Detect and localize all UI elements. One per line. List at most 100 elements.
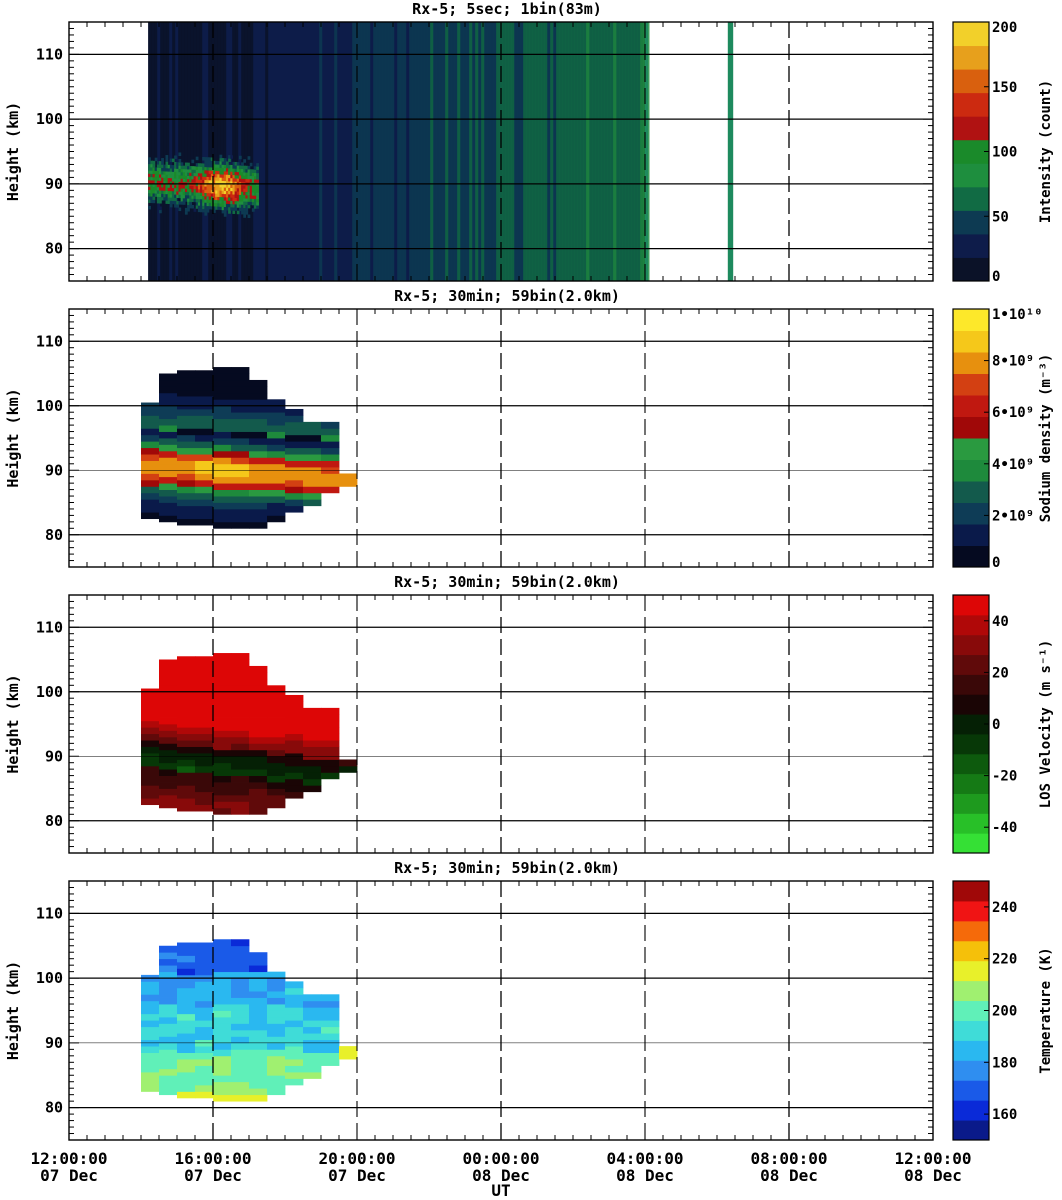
data-column bbox=[285, 981, 304, 1086]
colorbar-segment bbox=[953, 634, 989, 656]
data-cell bbox=[195, 675, 214, 683]
data-cell bbox=[303, 778, 322, 786]
data-cell bbox=[141, 1020, 160, 1028]
data-cell bbox=[159, 1036, 178, 1044]
data-cell bbox=[213, 476, 232, 484]
data-cell bbox=[213, 1010, 232, 1018]
data-cell bbox=[177, 727, 196, 735]
colorbar-segment bbox=[953, 773, 989, 794]
data-cell bbox=[195, 383, 214, 391]
data-cell bbox=[177, 460, 196, 468]
data-cell bbox=[267, 978, 286, 985]
panel-3: Rx-5; 30min; 59bin(2.0km) 80 90 100 110 Heigh… bbox=[4, 573, 1054, 854]
data-cell bbox=[177, 408, 196, 416]
x-tick-date: 07 Dec bbox=[40, 1166, 98, 1185]
data-cell bbox=[195, 512, 214, 520]
data-cell bbox=[177, 441, 196, 449]
data-cell bbox=[249, 743, 268, 751]
data-cell bbox=[195, 1078, 214, 1086]
data-cell bbox=[177, 987, 196, 995]
data-cell bbox=[321, 1026, 340, 1034]
colorbar-segment bbox=[953, 1020, 989, 1041]
x-tick-date: 07 Dec bbox=[328, 1166, 386, 1185]
colorbar-tick-label: 0 bbox=[992, 555, 1000, 571]
data-cell bbox=[195, 948, 214, 956]
data-cell bbox=[141, 791, 160, 799]
data-cell bbox=[285, 785, 304, 793]
data-cell bbox=[159, 418, 178, 426]
data-cell bbox=[285, 421, 304, 429]
data-cell bbox=[249, 769, 268, 776]
data-cell bbox=[159, 801, 178, 809]
data-cell bbox=[213, 508, 232, 516]
data-cell bbox=[159, 1088, 178, 1096]
data-cell bbox=[321, 1059, 340, 1066]
colorbar-segment bbox=[953, 22, 989, 47]
data-cell bbox=[285, 1046, 304, 1053]
data-cell bbox=[249, 717, 268, 725]
data-cell bbox=[177, 505, 196, 513]
data-cell bbox=[159, 470, 178, 478]
data-cell bbox=[195, 656, 214, 664]
colorbar-segment bbox=[953, 614, 989, 636]
data-cell bbox=[213, 1055, 232, 1063]
data-cell bbox=[195, 701, 214, 709]
data-cell bbox=[141, 1013, 160, 1021]
x-tick-date: 07 Dec bbox=[184, 1166, 242, 1185]
data-cell bbox=[267, 483, 286, 490]
colorbar-segment bbox=[953, 416, 989, 439]
data-cell bbox=[303, 454, 322, 461]
data-cell bbox=[231, 1088, 250, 1096]
data-cell bbox=[141, 505, 160, 513]
data-cell bbox=[159, 952, 178, 960]
panel-title: Rx-5; 30min; 59bin(2.0km) bbox=[394, 859, 620, 877]
data-cell bbox=[267, 502, 286, 510]
data-cell bbox=[159, 724, 178, 731]
data-cell bbox=[249, 801, 268, 809]
data-cell bbox=[303, 492, 322, 500]
data-cell bbox=[267, 691, 286, 699]
data-cell bbox=[213, 515, 232, 523]
data-cell bbox=[213, 1004, 232, 1011]
data-cell bbox=[303, 727, 322, 735]
colorbar-segment bbox=[953, 116, 989, 141]
data-cell bbox=[321, 479, 340, 487]
data-cell bbox=[177, 961, 196, 969]
data-cell bbox=[159, 743, 178, 751]
data-cell bbox=[249, 807, 268, 815]
data-cell bbox=[285, 981, 304, 989]
data-cell bbox=[231, 997, 250, 1005]
data-cell bbox=[177, 968, 196, 976]
x-tick-label: 12:00:00 bbox=[894, 1149, 971, 1168]
data-cell bbox=[249, 1016, 268, 1024]
data-cell bbox=[267, 724, 286, 731]
data-cell bbox=[285, 492, 304, 500]
data-cell bbox=[249, 496, 268, 503]
data-cell bbox=[249, 704, 268, 712]
data-cell bbox=[159, 1075, 178, 1083]
data-cell bbox=[249, 965, 268, 973]
data-cell bbox=[321, 765, 340, 773]
data-column bbox=[267, 685, 286, 809]
colorbar-tick-label: 180 bbox=[992, 1055, 1017, 1071]
colorbar-segment bbox=[953, 654, 989, 675]
data-cell bbox=[141, 994, 160, 1002]
colorbar-tick-label: 160 bbox=[992, 1107, 1017, 1123]
colorbar-segment bbox=[953, 45, 989, 70]
data-column bbox=[249, 665, 268, 815]
data-cell bbox=[213, 1036, 232, 1044]
data-cell bbox=[213, 997, 232, 1005]
data-cell bbox=[267, 438, 286, 445]
data-cell bbox=[303, 428, 322, 436]
data-cell bbox=[141, 512, 160, 520]
data-cell bbox=[195, 682, 214, 689]
data-cell bbox=[285, 759, 304, 767]
data-cell bbox=[141, 1033, 160, 1041]
data-cell bbox=[213, 665, 232, 673]
data-cell bbox=[159, 373, 178, 381]
data-cell bbox=[321, 1046, 340, 1053]
panel-4: Rx-5; 30min; 59bin(2.0km) 80 90 100 110 Heigh… bbox=[4, 859, 1054, 1185]
x-tick-date: 08 Dec bbox=[904, 1166, 962, 1185]
data-cell bbox=[159, 991, 178, 998]
data-cell bbox=[267, 775, 286, 783]
